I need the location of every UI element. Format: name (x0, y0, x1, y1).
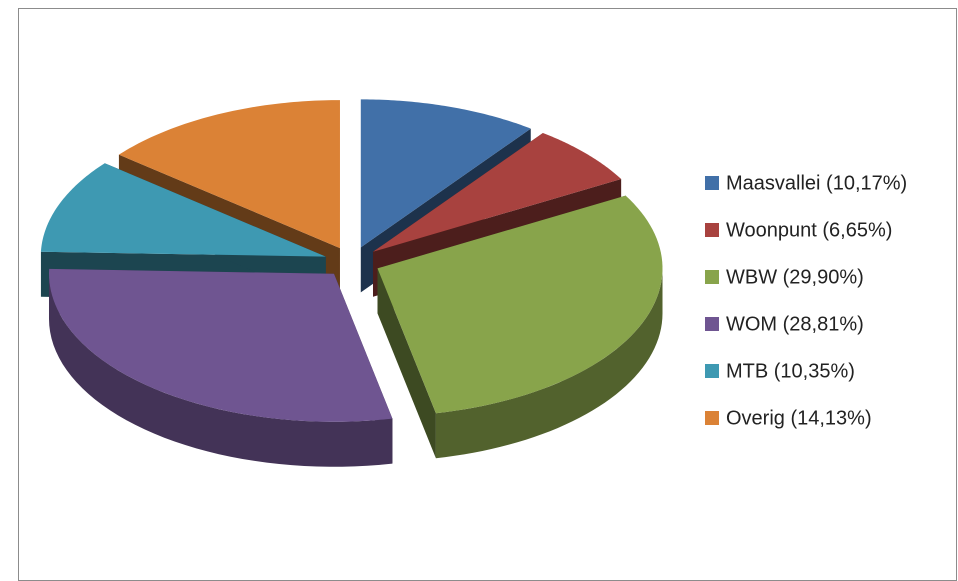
slice (377, 195, 663, 414)
legend-swatch (705, 176, 719, 190)
legend-label: Overig (14,13%) (726, 407, 872, 429)
legend-swatch (705, 223, 719, 237)
legend-swatch (705, 411, 719, 425)
slice (48, 268, 393, 422)
legend-label: Maasvallei (10,17%) (726, 172, 907, 194)
legend-swatch (705, 317, 719, 331)
slice (118, 100, 340, 249)
legend-label: MTB (10,35%) (726, 360, 855, 382)
slice-side (48, 273, 393, 467)
slice-side (377, 268, 436, 459)
legend-swatch (705, 364, 719, 378)
legend-label: Woonpunt (6,65%) (726, 219, 892, 241)
slice (40, 163, 326, 257)
legend-label: WOM (28,81%) (726, 313, 864, 335)
legend-label: WBW (29,90%) (726, 266, 864, 288)
slice-group (377, 195, 663, 459)
legend-swatch (705, 270, 719, 284)
slice (372, 133, 622, 252)
slice-group (48, 268, 393, 467)
slice-side (435, 268, 663, 459)
slice (360, 99, 531, 248)
